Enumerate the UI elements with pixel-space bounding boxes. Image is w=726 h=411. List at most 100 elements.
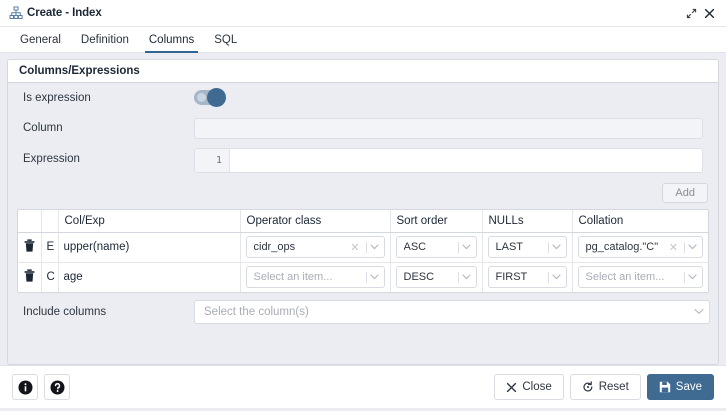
collation-placeholder: Select an item... bbox=[585, 271, 665, 284]
operator-class-value: cidr_ops bbox=[253, 241, 296, 253]
index-tree-icon bbox=[9, 6, 23, 20]
chevron-down-icon[interactable] bbox=[688, 274, 699, 280]
chevron-down-icon[interactable] bbox=[688, 244, 699, 250]
panel-content: Is expression Column Expression bbox=[8, 83, 718, 364]
dialog-tabs: General Definition Columns SQL bbox=[0, 27, 726, 53]
include-columns-label: Include columns bbox=[23, 306, 107, 318]
chevron-down-icon[interactable] bbox=[694, 306, 704, 318]
include-columns-row: Include columns Select the column(s) bbox=[8, 293, 718, 324]
sort-order-select[interactable]: DESC bbox=[395, 266, 477, 289]
reset-button-label: Reset bbox=[598, 381, 629, 393]
help-icon bbox=[50, 380, 65, 395]
save-button-label: Save bbox=[675, 381, 702, 393]
dialog-title: Create - Index bbox=[27, 7, 102, 19]
chevron-down-icon[interactable] bbox=[369, 244, 381, 250]
grid-header-delete bbox=[18, 210, 42, 233]
row-sort-order-cell: DESC bbox=[390, 262, 483, 292]
dialog-titlebar: Create - Index bbox=[0, 0, 726, 27]
row-kind: E bbox=[41, 232, 59, 263]
expand-icon[interactable] bbox=[682, 4, 700, 22]
select-divider bbox=[457, 271, 459, 283]
tab-definition[interactable]: Definition bbox=[71, 27, 139, 52]
row-nulls-cell: LAST bbox=[482, 232, 573, 263]
select-divider bbox=[684, 241, 685, 253]
select-divider bbox=[457, 241, 459, 253]
info-icon bbox=[18, 380, 33, 395]
reset-button[interactable]: Reset bbox=[569, 374, 641, 400]
chevron-down-icon[interactable] bbox=[369, 274, 381, 280]
sort-order-select[interactable]: ASC bbox=[395, 236, 477, 258]
reset-icon bbox=[582, 381, 594, 393]
close-icon[interactable] bbox=[700, 4, 718, 22]
table-row: E upper(name) cidr_ops ✕ bbox=[18, 232, 708, 263]
tab-definition-label: Definition bbox=[80, 33, 129, 46]
close-button[interactable]: Close bbox=[494, 374, 564, 400]
operator-class-select[interactable]: Select an item... bbox=[245, 266, 385, 289]
grid-header-col-exp: Col/Exp bbox=[58, 210, 241, 233]
footer-left-buttons bbox=[12, 374, 70, 400]
chevron-down-icon[interactable] bbox=[461, 274, 473, 280]
save-button[interactable]: Save bbox=[646, 374, 714, 400]
operator-class-placeholder: Select an item... bbox=[253, 271, 333, 284]
close-x-icon bbox=[506, 382, 517, 393]
help-icon-button[interactable] bbox=[44, 374, 70, 400]
select-divider bbox=[684, 271, 685, 283]
row-delete-cell[interactable] bbox=[18, 262, 42, 292]
add-button[interactable]: Add bbox=[662, 183, 708, 203]
sort-order-value: ASC bbox=[403, 241, 427, 253]
column-input bbox=[194, 117, 703, 139]
chevron-down-icon[interactable] bbox=[461, 244, 473, 250]
nulls-select[interactable]: FIRST bbox=[487, 266, 567, 289]
toggle-knob bbox=[207, 88, 226, 107]
row-collation-cell: pg_catalog."C" ✕ bbox=[572, 232, 708, 263]
tab-columns-label: Columns bbox=[148, 33, 195, 46]
is-expression-row: Is expression bbox=[8, 83, 718, 112]
tab-sql[interactable]: SQL bbox=[204, 27, 247, 52]
nulls-select[interactable]: LAST bbox=[487, 236, 567, 258]
tab-general[interactable]: General bbox=[10, 27, 71, 52]
table-row: C age Select an item... bbox=[18, 262, 708, 292]
include-columns-select[interactable]: Select the column(s) bbox=[194, 300, 710, 324]
info-icon-button[interactable] bbox=[12, 374, 38, 400]
operator-class-select[interactable]: cidr_ops ✕ bbox=[245, 236, 385, 258]
panel-title: Columns/Expressions bbox=[8, 60, 718, 83]
expression-label: Expression bbox=[23, 153, 80, 165]
chevron-down-icon[interactable] bbox=[551, 244, 563, 250]
dialog-body: Columns/Expressions Is expression Column bbox=[0, 53, 726, 365]
nulls-value: LAST bbox=[495, 241, 524, 253]
is-expression-toggle[interactable] bbox=[194, 88, 226, 107]
row-collation-cell: Select an item... bbox=[572, 262, 708, 292]
row-operator-class-cell: cidr_ops ✕ bbox=[240, 232, 391, 263]
clear-icon[interactable]: ✕ bbox=[668, 241, 678, 254]
select-divider bbox=[365, 241, 367, 253]
chevron-down-icon[interactable] bbox=[551, 274, 563, 280]
tab-general-label: General bbox=[20, 33, 61, 46]
row-operator-class-cell: Select an item... bbox=[240, 262, 391, 292]
collation-value: pg_catalog."C" bbox=[585, 241, 659, 253]
trash-icon[interactable] bbox=[24, 269, 35, 282]
columns-expressions-panel: Columns/Expressions Is expression Column bbox=[7, 59, 719, 365]
expression-line-number: 1 bbox=[195, 149, 230, 172]
clear-icon[interactable]: ✕ bbox=[350, 241, 360, 254]
row-col-exp: age bbox=[58, 262, 241, 292]
tab-columns[interactable]: Columns bbox=[139, 27, 204, 53]
bottom-strip bbox=[0, 408, 726, 411]
select-divider bbox=[547, 241, 549, 253]
grid-header-sort-order: Sort order bbox=[390, 210, 483, 233]
column-control bbox=[194, 117, 710, 139]
trash-icon[interactable] bbox=[24, 239, 35, 252]
row-col-exp: upper(name) bbox=[58, 232, 241, 263]
collation-select[interactable]: Select an item... bbox=[577, 266, 703, 289]
row-delete-cell[interactable] bbox=[18, 232, 42, 263]
select-divider bbox=[365, 271, 367, 283]
expression-code-area[interactable] bbox=[230, 149, 702, 172]
column-label: Column bbox=[23, 122, 63, 134]
row-kind: C bbox=[41, 262, 59, 292]
close-button-label: Close bbox=[522, 381, 552, 393]
grid-header-kind bbox=[41, 210, 59, 233]
expression-code-editor[interactable]: 1 bbox=[194, 148, 703, 173]
footer-right-buttons: Close Reset bbox=[494, 374, 714, 400]
nulls-value: FIRST bbox=[495, 271, 528, 284]
collation-select[interactable]: pg_catalog."C" ✕ bbox=[577, 236, 703, 258]
